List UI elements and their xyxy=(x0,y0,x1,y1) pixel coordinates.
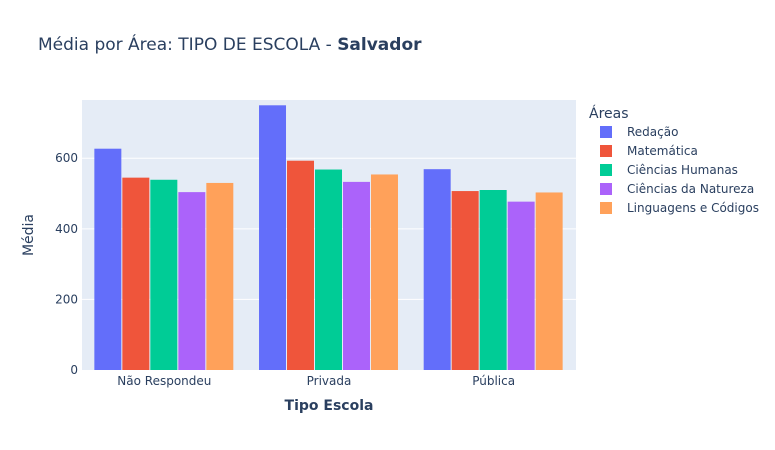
x-tick-label: Privada xyxy=(307,374,352,388)
legend-label: Ciências Humanas xyxy=(627,163,738,177)
y-tick-label: 400 xyxy=(55,222,78,236)
x-tick-labels: Não Respondeu Privada Pública xyxy=(117,374,515,388)
legend-item[interactable]: Redação xyxy=(600,125,678,139)
bar[interactable] xyxy=(342,181,370,370)
x-axis-title: Tipo Escola xyxy=(285,398,374,414)
bar[interactable] xyxy=(535,192,563,370)
legend-item[interactable]: Linguagens e Códigos xyxy=(600,201,759,215)
bar[interactable] xyxy=(479,190,507,370)
legend-label: Matemática xyxy=(627,144,698,158)
x-tick-label: Pública xyxy=(472,374,515,388)
chart-title: Média por Área: TIPO DE ESCOLA - Salvado… xyxy=(38,33,422,55)
y-tick-label: 600 xyxy=(55,151,78,165)
legend-items: Redação Matemática Ciências Humanas Ciência… xyxy=(600,125,759,215)
y-tick-labels: 0 200 400 600 xyxy=(55,151,78,377)
y-axis-title: Média xyxy=(21,214,37,256)
bar[interactable] xyxy=(259,105,287,370)
bar[interactable] xyxy=(451,191,479,370)
legend-swatch xyxy=(600,202,612,214)
bar[interactable] xyxy=(122,177,150,370)
legend-item[interactable]: Ciências Humanas xyxy=(600,163,738,177)
bar[interactable] xyxy=(150,179,178,370)
legend-label: Redação xyxy=(627,125,678,139)
legend-label: Ciências da Natureza xyxy=(627,182,754,196)
legend-item[interactable]: Ciências da Natureza xyxy=(600,182,754,196)
y-tick-label: 200 xyxy=(55,292,78,306)
y-tick-label: 0 xyxy=(70,363,78,377)
bars xyxy=(94,105,563,370)
bar[interactable] xyxy=(507,201,535,370)
bar[interactable] xyxy=(315,169,342,370)
bar[interactable] xyxy=(178,192,206,370)
legend-swatch xyxy=(600,145,612,157)
legend-title: Áreas xyxy=(589,105,629,122)
legend-swatch xyxy=(600,164,612,176)
legend: Áreas Redação Matemática Ciências Humanas C… xyxy=(589,105,759,215)
legend-label: Linguagens e Códigos xyxy=(627,201,759,215)
x-tick-label: Não Respondeu xyxy=(117,374,211,388)
bar[interactable] xyxy=(287,160,315,370)
bar[interactable] xyxy=(94,148,122,370)
legend-swatch xyxy=(600,183,612,195)
chart-title-text: Média por Área: TIPO DE ESCOLA - xyxy=(38,33,337,55)
legend-item[interactable]: Matemática xyxy=(600,144,698,158)
legend-swatch xyxy=(600,126,612,138)
bar[interactable] xyxy=(423,169,451,370)
bar[interactable] xyxy=(370,174,398,370)
chart-title-city: Salvador xyxy=(337,35,422,55)
bar[interactable] xyxy=(206,182,234,370)
